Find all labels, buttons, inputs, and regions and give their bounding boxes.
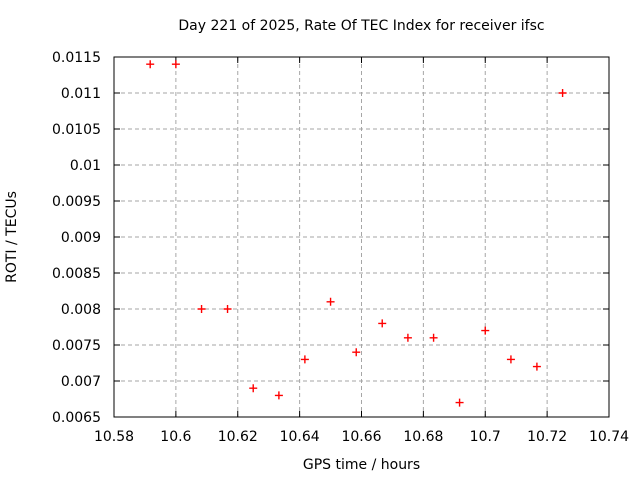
x-tick-label: 10.68: [403, 429, 443, 445]
y-tick-label: 0.011: [61, 86, 101, 102]
y-tick-label: 0.0075: [52, 338, 101, 354]
x-tick-label: 10.72: [527, 429, 567, 445]
data-point-marker: [300, 355, 309, 364]
data-point-marker: [326, 297, 335, 306]
y-tick-label: 0.0065: [52, 410, 101, 426]
data-point-marker: [249, 384, 258, 393]
data-point-marker: [352, 348, 361, 357]
x-tick-label: 10.58: [94, 429, 134, 445]
x-tick-label: 10.62: [218, 429, 258, 445]
chart-title: Day 221 of 2025, Rate Of TEC Index for r…: [178, 18, 545, 34]
data-point-marker: [197, 305, 206, 313]
data-point-marker: [403, 333, 412, 342]
data-point-marker: [481, 326, 490, 335]
data-point-marker: [429, 333, 438, 342]
plot-border: [113, 56, 610, 418]
data-point-marker: [274, 391, 283, 400]
data-point-marker: [171, 60, 180, 69]
y-tick-label: 0.0115: [52, 50, 101, 66]
data-point-marker: [378, 319, 387, 328]
x-tick-label: 10.74: [589, 429, 629, 445]
y-tick-label: 0.008: [61, 302, 101, 318]
y-tick-label: 0.01: [70, 158, 101, 174]
y-tick-label: 0.007: [61, 374, 101, 390]
y-tick-label: 0.009: [61, 230, 101, 246]
data-point-marker: [223, 305, 232, 313]
data-point-marker: [558, 89, 567, 97]
data-point-marker: [455, 398, 464, 407]
y-tick-label: 0.0095: [52, 194, 101, 210]
y-tick-label: 0.0105: [52, 122, 101, 138]
x-tick-label: 10.64: [280, 429, 320, 445]
data-point-marker: [506, 355, 515, 364]
x-axis-label: GPS time / hours: [302, 457, 421, 473]
y-tick-label: 0.0085: [52, 266, 101, 282]
data-point-marker: [146, 60, 155, 69]
x-tick-label: 10.7: [470, 429, 501, 445]
x-tick-label: 10.6: [160, 429, 191, 445]
data-point-marker: [532, 362, 541, 371]
plot-generated-layer: 10.58 10.6 10.62 10.64 10.66 10.68 10.7 10.72 10…: [52, 50, 629, 445]
x-tick-label: 10.66: [341, 429, 381, 445]
y-axis-label: ROTI / TECUs: [4, 191, 20, 283]
